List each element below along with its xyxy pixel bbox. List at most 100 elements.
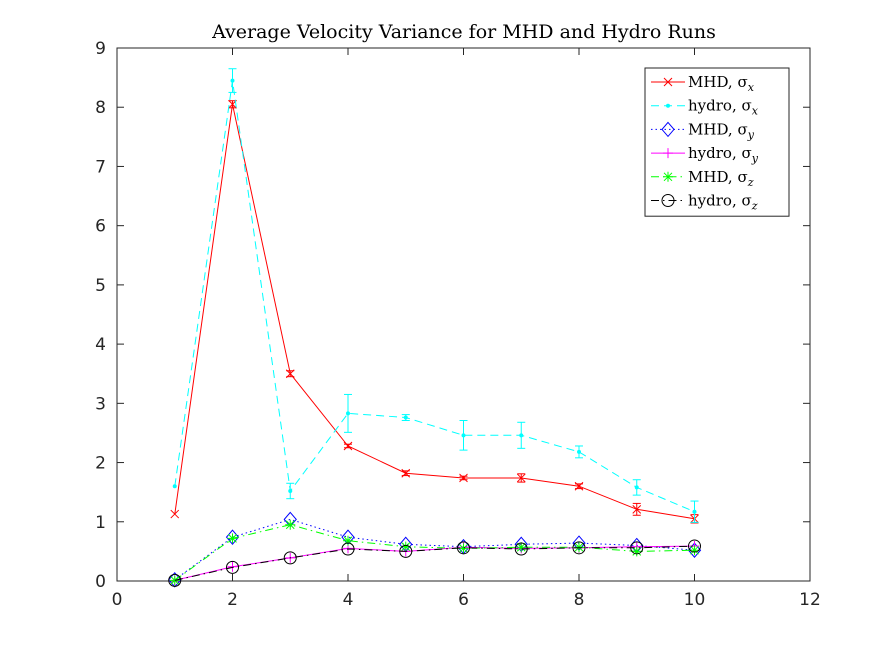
data-point <box>227 561 238 572</box>
data-point <box>226 560 239 574</box>
data-point <box>516 542 527 553</box>
legend-marker <box>663 148 673 159</box>
legend-entry: MHD, σx <box>651 73 755 94</box>
data-point <box>341 542 355 556</box>
data-point <box>401 468 411 478</box>
data-point <box>514 542 528 556</box>
data-point <box>399 544 413 558</box>
y-tick-label: 2 <box>95 454 106 474</box>
legend-label: hydro, σx <box>688 97 759 118</box>
legend-marker <box>663 171 673 182</box>
data-point <box>288 488 293 493</box>
series-4 <box>169 519 700 586</box>
data-point <box>285 369 295 379</box>
x-tick-label: 2 <box>227 590 238 610</box>
y-tick-label: 8 <box>95 98 106 118</box>
legend-marker <box>663 77 673 87</box>
legend-entry: hydro, σy <box>651 144 759 165</box>
chart-title: Average Velocity Variance for MHD and Hy… <box>211 21 716 43</box>
data-point <box>172 484 177 489</box>
data-point <box>403 415 408 420</box>
legend-box <box>644 67 790 217</box>
y-tick-label: 7 <box>95 157 106 177</box>
data-point <box>343 441 353 451</box>
legend-marker <box>661 194 675 207</box>
series-3 <box>169 541 700 586</box>
data-point <box>283 551 297 565</box>
x-tick-label: 4 <box>343 590 354 610</box>
y-tick-label: 5 <box>95 276 106 296</box>
legend-label-text: hydro, σ <box>688 144 752 162</box>
legend-entry: MHD, σz <box>651 168 754 189</box>
x-tick-label: 0 <box>112 590 123 610</box>
series-1 <box>172 68 699 523</box>
series-line <box>174 80 695 513</box>
series-line <box>174 545 695 581</box>
data-point <box>689 545 700 556</box>
legend-entry: hydro, σz <box>651 192 758 213</box>
data-point <box>459 473 468 483</box>
data-point <box>634 485 639 490</box>
data-point <box>687 542 702 558</box>
data-point <box>170 509 180 519</box>
data-point <box>631 546 642 557</box>
legend-label-text: MHD, σ <box>688 168 748 186</box>
legend-label: MHD, σy <box>688 120 755 141</box>
series-line <box>174 104 695 520</box>
data-point <box>572 541 586 555</box>
data-point <box>630 541 644 555</box>
legend-marker <box>661 121 675 138</box>
legend-label-text: hydro, σ <box>688 192 752 210</box>
legend-label-text: MHD, σ <box>688 73 748 91</box>
data-point <box>230 78 235 83</box>
series-line <box>174 545 695 581</box>
data-point <box>168 573 182 587</box>
legend-label: MHD, σz <box>688 168 754 189</box>
legend-entry: MHD, σy <box>651 120 755 141</box>
legend-label-subscript: x <box>752 105 759 118</box>
data-point <box>688 539 701 553</box>
legend-label-subscript: x <box>748 81 755 94</box>
data-point <box>285 519 296 530</box>
legend-label: hydro, σz <box>688 192 758 213</box>
legend-label-subscript: y <box>751 152 759 165</box>
data-point <box>574 542 584 553</box>
legend-entry: hydro, σx <box>651 97 759 118</box>
y-tick-label: 3 <box>95 394 106 414</box>
x-tick-label: 6 <box>458 590 469 610</box>
y-tick-label: 9 <box>95 39 106 59</box>
legend-label-text: hydro, σ <box>688 97 752 115</box>
legend-label-text: MHD, σ <box>688 120 748 138</box>
data-point <box>169 575 180 586</box>
data-point <box>458 543 469 554</box>
series-line <box>174 524 695 581</box>
data-point <box>343 535 353 546</box>
data-point <box>516 473 526 483</box>
data-point <box>457 541 470 555</box>
data-point <box>632 504 642 514</box>
legend-label-subscript: z <box>747 176 754 189</box>
data-point <box>400 541 411 552</box>
series-0 <box>170 99 699 524</box>
data-point <box>574 481 584 491</box>
y-tick-label: 1 <box>95 513 106 533</box>
x-tick-label: 12 <box>799 590 821 610</box>
x-tick-label: 8 <box>574 590 585 610</box>
data-point <box>461 433 466 438</box>
y-tick-label: 6 <box>95 217 106 237</box>
legend-label-subscript: z <box>751 200 758 213</box>
series-line <box>174 518 695 581</box>
plot-area <box>168 68 702 588</box>
data-point <box>577 449 581 454</box>
data-point <box>692 509 697 514</box>
legend-label: MHD, σx <box>688 73 755 94</box>
data-point <box>346 411 350 416</box>
legend-marker <box>666 103 670 108</box>
legend-label-subscript: y <box>747 128 755 141</box>
y-tick-label: 4 <box>95 335 106 355</box>
data-point <box>519 433 524 438</box>
x-tick-label: 10 <box>684 590 706 610</box>
data-point <box>227 533 238 544</box>
